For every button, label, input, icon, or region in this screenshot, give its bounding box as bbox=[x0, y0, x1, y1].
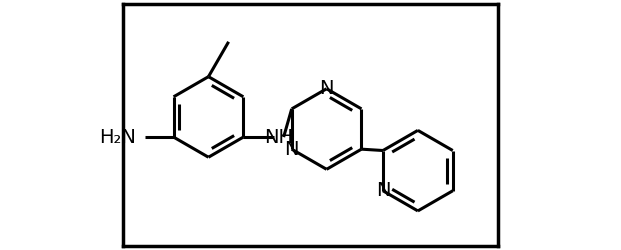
Text: H₂N: H₂N bbox=[99, 128, 136, 146]
Text: N: N bbox=[284, 140, 299, 159]
Text: NH: NH bbox=[264, 128, 292, 146]
Text: N: N bbox=[376, 181, 390, 200]
Text: N: N bbox=[319, 79, 334, 98]
